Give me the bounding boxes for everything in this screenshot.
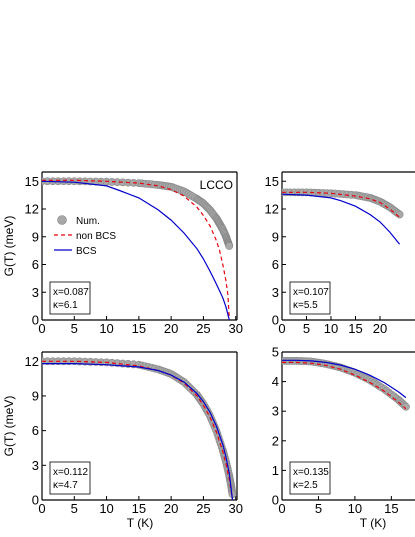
legend-label: Num.: [76, 216, 100, 227]
param-box: [49, 461, 91, 495]
param-x: x=0.135: [293, 467, 329, 478]
y-tick-label: 15: [25, 174, 39, 189]
panel-3: 0 5 10 15 20 25 30 0 3 6 9 12 G(T) (meV) T (K) x=0.112…: [2, 351, 243, 530]
param-box: [289, 461, 331, 495]
y-tick-label: 9: [32, 229, 39, 244]
y-tick-label: 1: [272, 463, 279, 478]
y-tick-label: 12: [265, 202, 279, 217]
y-tick-label: 4: [272, 374, 279, 389]
y-tick-label: 3: [32, 458, 39, 473]
x-tick-label: 15: [348, 321, 362, 336]
x-tick-label: 10: [99, 501, 113, 516]
y-tick-label: 3: [272, 404, 279, 419]
series-group: [42, 177, 234, 320]
x-tick-label: 5: [71, 501, 78, 516]
x-tick-label: 15: [132, 501, 146, 516]
y-tick-label: 3: [32, 285, 39, 300]
y-tick-label: 6: [32, 257, 39, 272]
param-x: x=0.087: [53, 287, 89, 298]
x-tick-label: 25: [196, 321, 210, 336]
x-tick-label: 0: [38, 501, 45, 516]
legend: Num. non BCS BCS: [54, 215, 116, 257]
x-tick-label: 20: [164, 321, 178, 336]
param-kappa: κ=5.5: [293, 300, 318, 311]
param-kappa: κ=2.5: [293, 480, 318, 491]
panel-4: 0 5 10 15 0 1 2 3 4 5 T (K) x=0.135 κ=2.5: [272, 345, 415, 530]
y-tick-label: 5: [272, 345, 279, 360]
chart-title: LCCO: [200, 178, 233, 192]
param-box: [289, 281, 331, 315]
series-group: [42, 357, 237, 500]
panel-1: 0 5 10 15 20 25 30 0 3 6 9 12 15 G(T) (meV) LCCO x=0.08…: [2, 171, 243, 336]
series-group: [282, 188, 404, 245]
bcs-line: [282, 193, 401, 245]
panel-2: 0 5 10 15 20 0 3 6 9 12 15 x=0.107 κ=5.5: [265, 171, 415, 336]
y-tick-label: 9: [272, 229, 279, 244]
x-axis-label: T (K): [127, 516, 153, 530]
y-tick-label: 12: [25, 354, 39, 369]
y-tick-label: 6: [32, 423, 39, 438]
x-axis-label: T (K): [360, 516, 386, 530]
x-tick-label: 30: [228, 501, 242, 516]
bcs-line: [282, 359, 407, 399]
y-axis-label: G(T) (meV): [2, 396, 16, 457]
x-tick-label: 20: [164, 501, 178, 516]
x-tick-label: 5: [315, 501, 322, 516]
non-bcs-line: [282, 191, 400, 218]
x-tick-label: 10: [348, 501, 362, 516]
x-tick-label: 15: [384, 501, 398, 516]
bcs-line: [42, 180, 230, 320]
y-tick-label: 0: [32, 313, 39, 328]
legend-marker-num: [57, 215, 67, 225]
x-tick-label: 10: [99, 321, 113, 336]
y-tick-label: 15: [265, 174, 279, 189]
y-tick-label: 12: [25, 202, 39, 217]
legend-label: BCS: [76, 246, 97, 257]
non-bcs-line: [42, 360, 234, 500]
series-group: [282, 356, 410, 411]
x-tick-label: 0: [38, 321, 45, 336]
y-axis-label: G(T) (meV): [2, 216, 16, 277]
y-tick-label: 6: [272, 257, 279, 272]
x-tick-label: 20: [373, 321, 387, 336]
y-tick-label: 0: [32, 493, 39, 508]
bcs-line: [42, 363, 234, 500]
non-bcs-line: [42, 179, 230, 320]
y-tick-label: 0: [272, 313, 279, 328]
param-x: x=0.112: [53, 467, 89, 478]
x-tick-label: 10: [324, 321, 338, 336]
x-tick-label: 30: [228, 321, 242, 336]
x-tick-label: 0: [278, 501, 285, 516]
y-tick-label: 3: [272, 285, 279, 300]
non-bcs-line: [282, 361, 407, 410]
param-x: x=0.107: [293, 287, 329, 298]
y-tick-label: 0: [272, 493, 279, 508]
x-tick-label: 25: [196, 501, 210, 516]
param-kappa: κ=4.7: [53, 480, 78, 491]
data-point: [402, 402, 410, 411]
x-tick-label: 5: [71, 321, 78, 336]
x-tick-label: 0: [278, 321, 285, 336]
data-point: [225, 242, 234, 250]
x-tick-label: 5: [303, 321, 310, 336]
y-tick-label: 2: [272, 433, 279, 448]
legend-label: non BCS: [76, 231, 116, 242]
param-box: [49, 281, 91, 315]
y-tick-label: 9: [32, 388, 39, 403]
x-tick-label: 15: [132, 321, 146, 336]
param-kappa: κ=6.1: [53, 300, 78, 311]
